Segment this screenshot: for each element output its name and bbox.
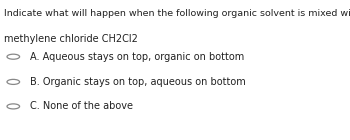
Text: methylene chloride CH2Cl2: methylene chloride CH2Cl2	[4, 34, 138, 44]
Text: C. None of the above: C. None of the above	[30, 101, 133, 111]
Text: B. Organic stays on top, aqueous on bottom: B. Organic stays on top, aqueous on bott…	[30, 77, 245, 87]
Text: Indicate what will happen when the following organic solvent is mixed with water: Indicate what will happen when the follo…	[4, 9, 350, 18]
Text: A. Aqueous stays on top, organic on bottom: A. Aqueous stays on top, organic on bott…	[30, 52, 244, 62]
